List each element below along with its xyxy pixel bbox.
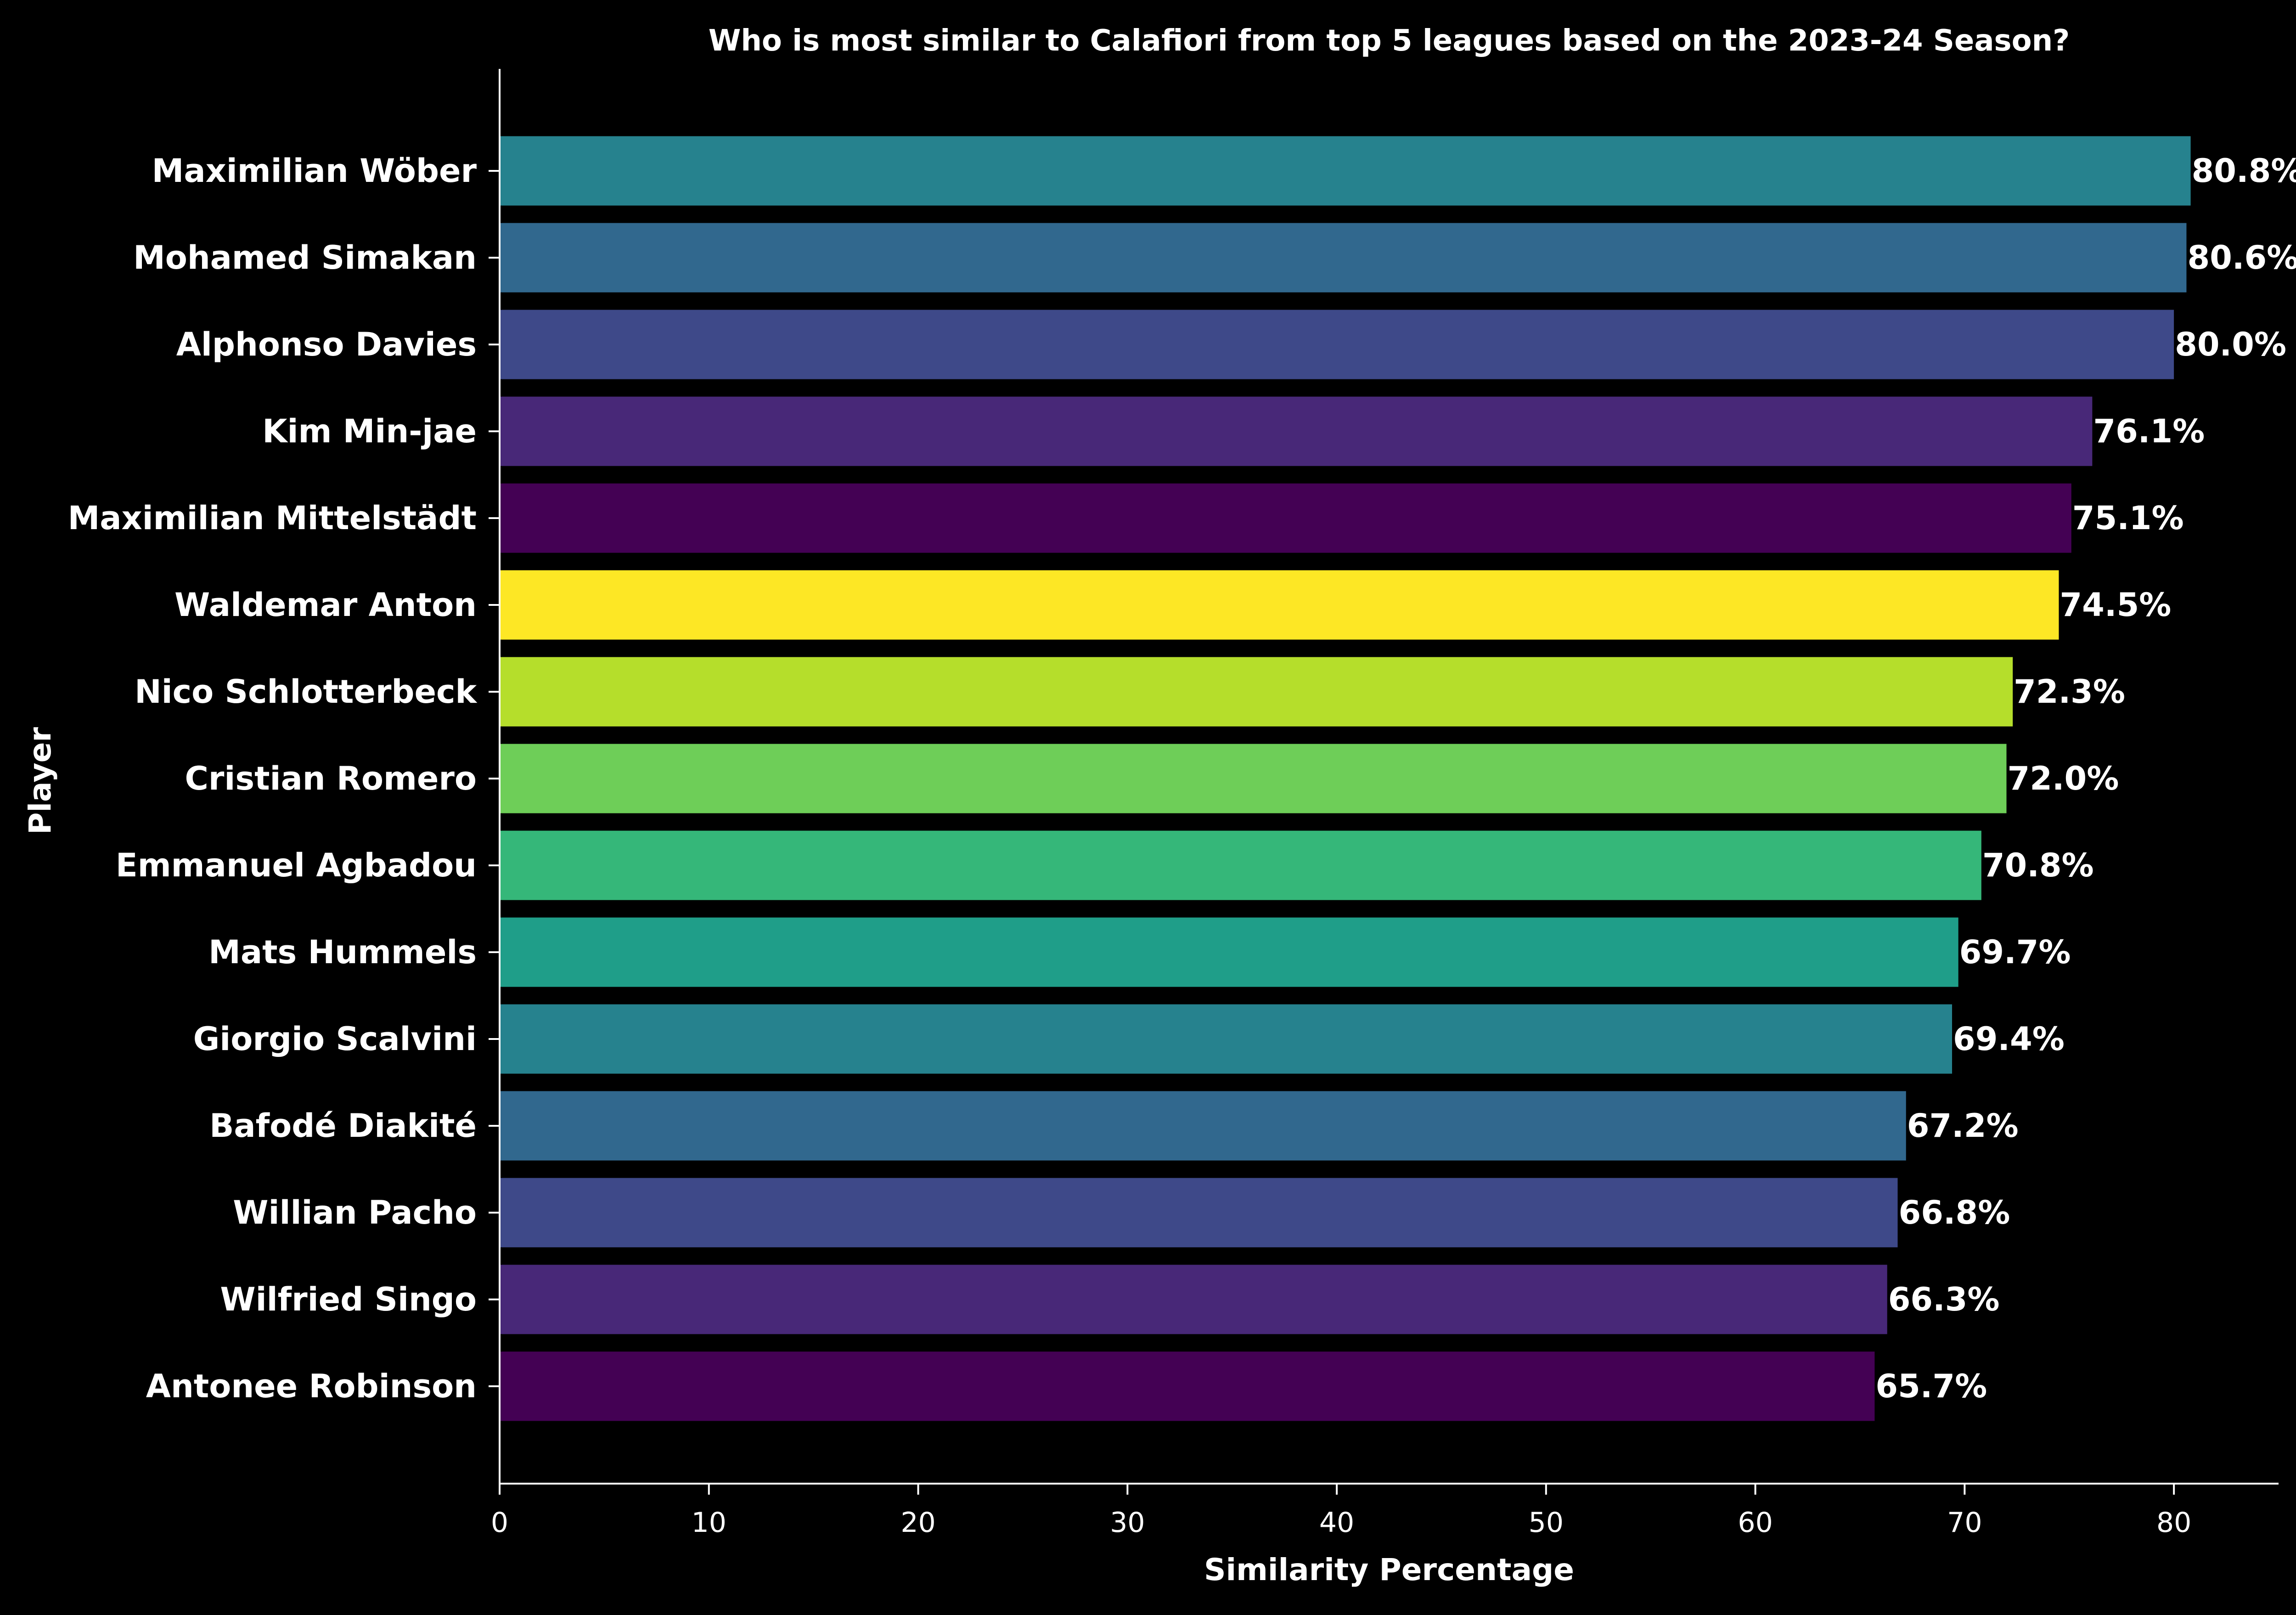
bar — [500, 1091, 1906, 1161]
bar — [500, 223, 2187, 293]
y-tick-label: Willian Pacho — [233, 1194, 477, 1231]
y-tick-label: Antonee Robinson — [146, 1367, 477, 1405]
y-tick-label: Mohamed Simakan — [133, 239, 477, 277]
y-axis-title: Player — [23, 727, 58, 835]
bar-value-label: 70.8% — [1982, 847, 2094, 884]
y-tick-label: Mats Hummels — [208, 933, 477, 971]
bar — [500, 483, 2071, 553]
x-tick-label: 40 — [1319, 1507, 1354, 1539]
y-tick-label: Giorgio Scalvini — [193, 1020, 477, 1058]
bar — [500, 570, 2059, 640]
bar — [500, 830, 1981, 900]
y-tick-label: Nico Schlotterbeck — [135, 673, 477, 711]
bar-value-label: 72.3% — [2014, 673, 2125, 711]
bar-value-label: 74.5% — [2060, 586, 2171, 624]
bar — [500, 136, 2191, 206]
chart-title: Who is most similar to Calafiori from to… — [709, 24, 2070, 58]
y-tick-label: Alphonso Davies — [176, 326, 477, 363]
y-tick-label: Maximilian Wöber — [152, 152, 477, 190]
y-tick-label: Wilfried Singo — [220, 1281, 477, 1318]
x-tick-label: 30 — [1110, 1507, 1145, 1539]
bar — [500, 1178, 1898, 1248]
bar — [500, 1004, 1953, 1074]
x-axis-ticks: 0 10 20 30 40 50 60 70 80 — [491, 1484, 2191, 1539]
x-tick-label: 50 — [1529, 1507, 1564, 1539]
y-axis-categories: Maximilian Wöber Mohamed Simakan Alphonso … — [68, 152, 500, 1405]
bar — [500, 917, 1958, 987]
bar-value-label: 69.4% — [1953, 1020, 2065, 1058]
bar-value-label: 65.7% — [1875, 1367, 1987, 1405]
y-tick-label: Cristian Romero — [185, 760, 477, 797]
bar-value-label: 69.7% — [1959, 933, 2071, 971]
bar-value-label: 80.6% — [2187, 239, 2296, 277]
y-tick-label: Bafodé Diakité — [209, 1107, 477, 1145]
bar — [500, 657, 2013, 727]
bar — [500, 396, 2093, 466]
x-tick-label: 70 — [1947, 1507, 1982, 1539]
x-tick-label: 20 — [900, 1507, 935, 1539]
data-labels-layer: 80.8% 80.6% 80.0% 76.1% 75.1% 74.5% 72.3% 72.0%… — [1875, 152, 2296, 1405]
bar-value-label: 80.0% — [2175, 326, 2286, 363]
bar-value-label: 66.3% — [1888, 1281, 2000, 1318]
x-tick-label: 10 — [692, 1507, 726, 1539]
y-tick-label: Maximilian Mittelstädt — [68, 499, 477, 537]
y-tick-label: Kim Min-jae — [262, 412, 477, 450]
x-tick-label: 60 — [1738, 1507, 1773, 1539]
x-axis-title: Similarity Percentage — [1204, 1552, 1574, 1587]
x-tick-label: 80 — [2156, 1507, 2191, 1539]
bar — [500, 310, 2174, 379]
x-tick-label: 0 — [491, 1507, 508, 1539]
bar-value-label: 66.8% — [1899, 1194, 2010, 1231]
bar-value-label: 72.0% — [2008, 760, 2119, 797]
y-tick-label: Emmanuel Agbadou — [116, 847, 477, 884]
bar-value-label: 80.8% — [2192, 152, 2296, 190]
bar — [500, 744, 2007, 813]
bar-value-label: 76.1% — [2093, 412, 2205, 450]
bar-value-label: 67.2% — [1907, 1107, 2019, 1145]
bar — [500, 1265, 1887, 1334]
bar-value-label: 75.1% — [2072, 499, 2184, 537]
bars-layer — [500, 136, 2191, 1421]
bar — [500, 1351, 1875, 1421]
y-tick-label: Waldemar Anton — [174, 586, 477, 624]
